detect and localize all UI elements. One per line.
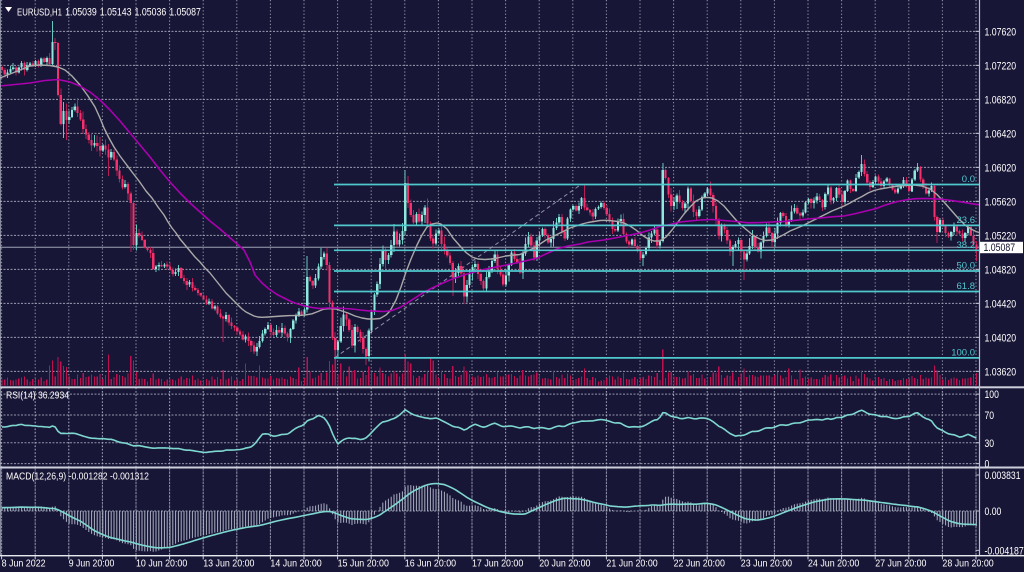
- svg-text:1.06420: 1.06420: [985, 128, 1017, 140]
- svg-text:1.05143: 1.05143: [100, 7, 132, 19]
- svg-text:70: 70: [985, 410, 995, 422]
- svg-text:RSI(14) 36.2934: RSI(14) 36.2934: [6, 390, 69, 402]
- svg-text:9 Jun 20:00: 9 Jun 20:00: [69, 558, 115, 570]
- svg-text:0: 0: [985, 459, 990, 471]
- svg-text:10 Jun 20:00: 10 Jun 20:00: [136, 558, 187, 570]
- svg-text:1.07220: 1.07220: [985, 60, 1017, 72]
- svg-text:MACD(12,26,9) -0.001282 -0.001: MACD(12,26,9) -0.001282 -0.001312: [6, 471, 149, 483]
- svg-text:23 Jun 20:00: 23 Jun 20:00: [741, 558, 792, 570]
- svg-text:1.04020: 1.04020: [985, 332, 1017, 344]
- svg-text:1.05039: 1.05039: [65, 7, 97, 19]
- svg-text:24 Jun 20:00: 24 Jun 20:00: [808, 558, 859, 570]
- svg-text:1.06020: 1.06020: [985, 162, 1017, 174]
- svg-text:22 Jun 20:00: 22 Jun 20:00: [674, 558, 725, 570]
- svg-text:8 Jun 2022: 8 Jun 2022: [2, 558, 46, 570]
- svg-text:0.0: 0.0: [962, 174, 975, 185]
- svg-text:1.05620: 1.05620: [985, 196, 1017, 208]
- svg-text:23.6: 23.6: [957, 215, 976, 226]
- svg-text:1.05220: 1.05220: [985, 230, 1017, 242]
- svg-text:21 Jun 20:00: 21 Jun 20:00: [606, 558, 657, 570]
- svg-text:38.2: 38.2: [957, 240, 976, 251]
- svg-text:30: 30: [985, 438, 995, 450]
- svg-text:1.05036: 1.05036: [135, 7, 167, 19]
- svg-text:50.0: 50.0: [957, 261, 976, 272]
- svg-text:-0.004187: -0.004187: [985, 545, 1024, 557]
- svg-text:1.06820: 1.06820: [985, 94, 1017, 106]
- svg-text:100: 100: [985, 389, 999, 401]
- svg-text:14 Jun 20:00: 14 Jun 20:00: [270, 558, 321, 570]
- svg-text:15 Jun 20:00: 15 Jun 20:00: [338, 558, 389, 570]
- svg-text:1.04420: 1.04420: [985, 298, 1017, 310]
- svg-text:20 Jun 20:00: 20 Jun 20:00: [539, 558, 590, 570]
- svg-text:27 Jun 20:00: 27 Jun 20:00: [875, 558, 926, 570]
- svg-text:13 Jun 20:00: 13 Jun 20:00: [203, 558, 254, 570]
- svg-text:1.05087: 1.05087: [984, 242, 1016, 254]
- svg-text:1.04820: 1.04820: [985, 264, 1017, 276]
- svg-text:16 Jun 20:00: 16 Jun 20:00: [405, 558, 456, 570]
- svg-text:28 Jun 20:00: 28 Jun 20:00: [942, 558, 993, 570]
- svg-text:0.003831: 0.003831: [985, 470, 1021, 482]
- svg-text:1.05087: 1.05087: [169, 7, 201, 19]
- svg-text:EURUSD,H1: EURUSD,H1: [17, 7, 62, 19]
- svg-text:61.8: 61.8: [957, 281, 976, 292]
- svg-text:17 Jun 20:00: 17 Jun 20:00: [472, 558, 523, 570]
- svg-text:1.07620: 1.07620: [985, 26, 1017, 38]
- svg-text:1.03620: 1.03620: [985, 366, 1017, 378]
- svg-text:0.00: 0.00: [985, 506, 1002, 518]
- svg-text:100.0: 100.0: [951, 347, 975, 358]
